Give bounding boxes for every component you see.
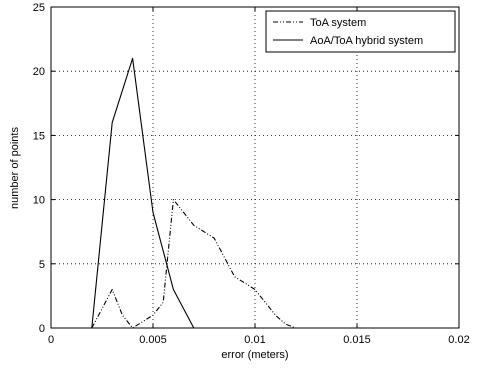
legend: ToA system AoA/ToA hybrid system	[265, 10, 456, 53]
y-tick-label-0: 0	[39, 323, 45, 335]
series-layer	[71, 57, 296, 329]
y-tick-label-3: 15	[33, 130, 45, 142]
grid	[51, 7, 459, 328]
y-tick-label-5: 25	[33, 2, 45, 14]
ticks: 0 0.005 0.01 0.015 0.02 0 5 10 15 20 25	[33, 2, 470, 346]
y-axis-label: number of points	[9, 127, 21, 209]
x-tick-label-2: 0.01	[244, 334, 265, 346]
legend-label-hybrid-system: AoA/ToA hybrid system	[310, 35, 423, 47]
series-line-hybrid-system	[71, 57, 195, 329]
x-tick-label-3: 0.015	[343, 334, 371, 346]
x-tick-label-0: 0	[48, 334, 54, 346]
x-tick-label-1: 0.005	[139, 334, 167, 346]
y-tick-label-2: 10	[33, 195, 45, 207]
series-line-toa-system	[91, 199, 296, 329]
y-tick-label-1: 5	[39, 259, 45, 271]
legend-label-toa-system: ToA system	[310, 17, 366, 29]
x-axis-label: error (meters)	[221, 349, 288, 361]
x-tick-label-4: 0.02	[448, 334, 469, 346]
legend-box	[265, 10, 456, 53]
y-tick-label-4: 20	[33, 66, 45, 78]
